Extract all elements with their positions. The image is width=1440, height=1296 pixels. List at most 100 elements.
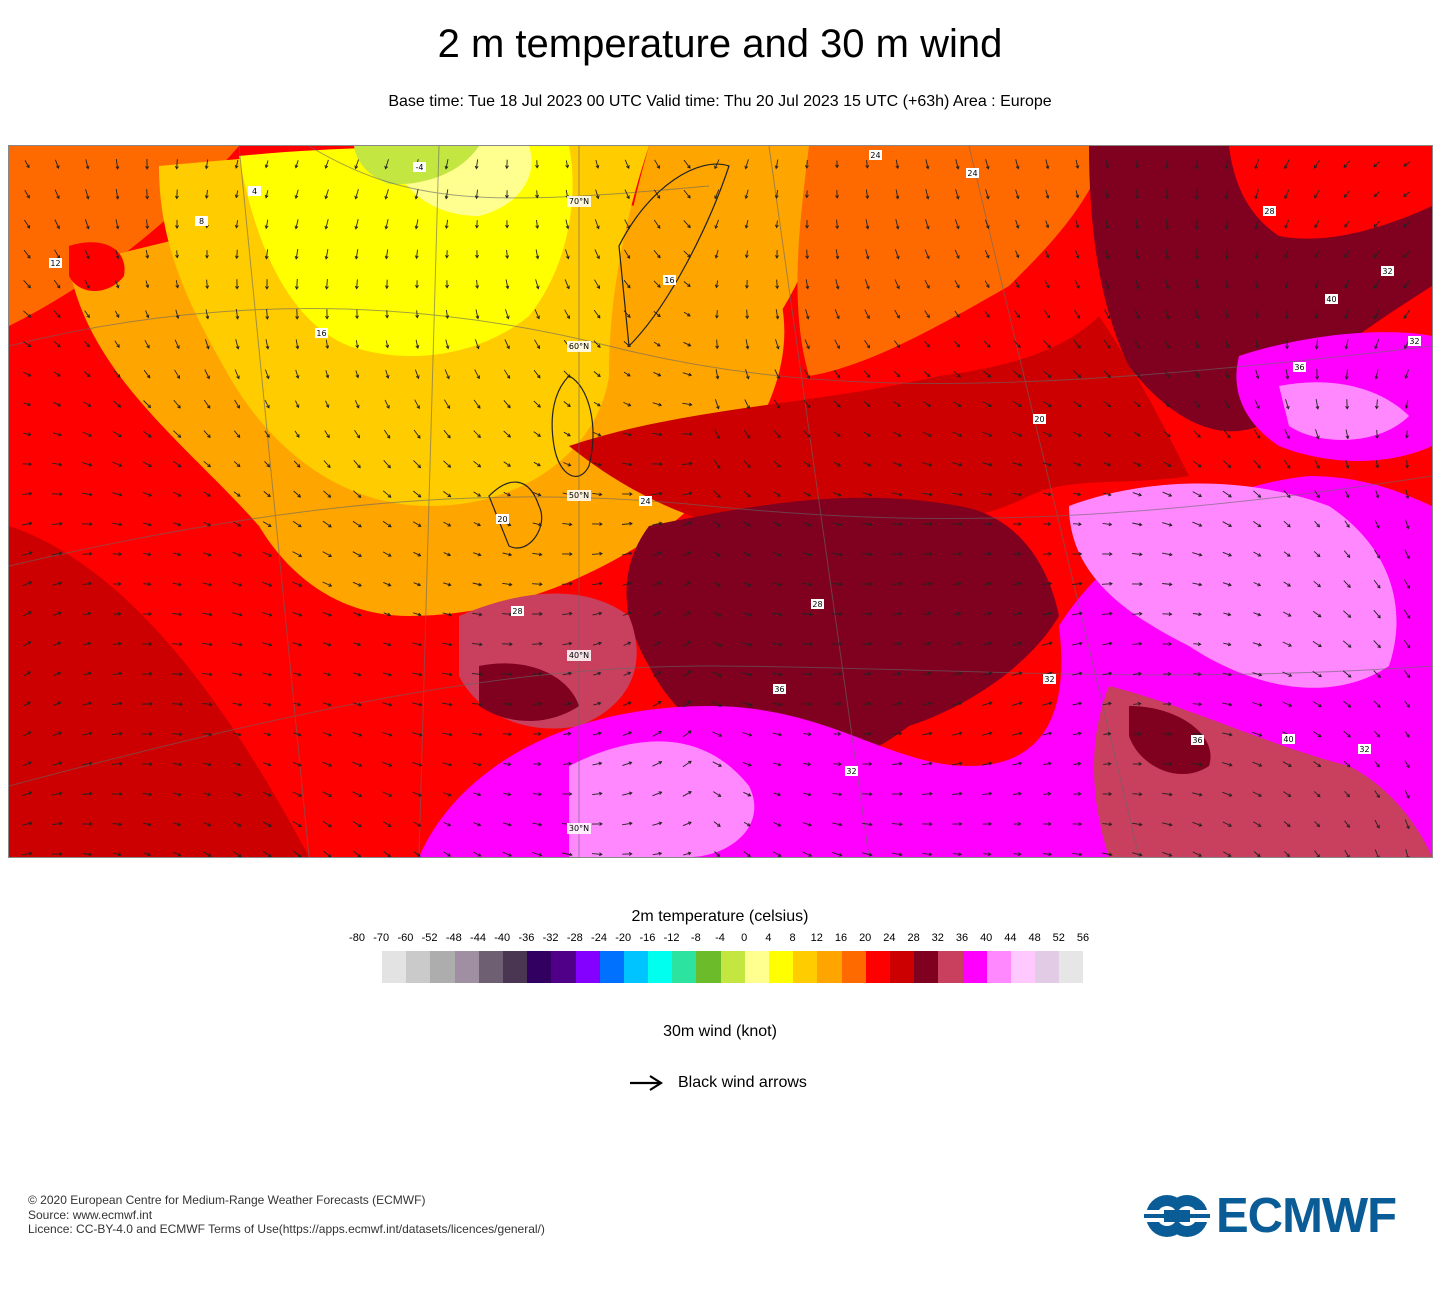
wind-arrow — [202, 672, 212, 676]
wind-arrow-head — [509, 642, 513, 647]
wind-arrow — [982, 672, 992, 676]
wind-arrow — [203, 491, 211, 497]
wind-arrow-head — [567, 432, 571, 437]
wind-arrow-head — [1075, 165, 1080, 169]
wind-arrow — [473, 552, 481, 556]
wind-arrow-head — [177, 522, 182, 527]
wind-arrow-head — [88, 761, 93, 766]
wind-arrow — [652, 822, 662, 826]
wind-arrow — [952, 642, 962, 646]
wind-arrow-head — [474, 195, 479, 200]
wind-arrow — [355, 159, 359, 169]
wind-arrow-head — [866, 285, 870, 290]
wind-arrow — [653, 341, 661, 347]
contour-label: -4 — [416, 163, 424, 172]
wind-arrow-head — [148, 493, 153, 497]
wind-arrow — [1105, 219, 1109, 229]
wind-arrow — [1285, 280, 1289, 288]
wind-arrow-head — [1375, 435, 1380, 439]
wind-arrow-head — [447, 822, 452, 827]
wind-arrow-head — [538, 792, 543, 797]
wind-arrow — [1373, 250, 1381, 258]
wind-arrow — [443, 821, 451, 827]
wind-arrow-head — [388, 793, 393, 797]
wind-arrow-head — [1317, 763, 1322, 768]
legend-title: 2m temperature (celsius) — [631, 908, 809, 925]
wind-arrow-head — [1015, 224, 1020, 229]
wind-arrow — [982, 492, 992, 496]
colorbar-swatch — [648, 951, 673, 983]
wind-arrow-head — [1256, 435, 1261, 439]
wind-arrow-head — [535, 285, 540, 290]
wind-arrow — [922, 732, 932, 736]
wind-arrow — [1193, 673, 1201, 675]
wind-arrow-head — [535, 164, 539, 169]
wind-arrow — [202, 552, 212, 556]
wind-arrow-head — [628, 581, 633, 586]
wind-arrow — [562, 672, 572, 676]
wind-arrow — [115, 189, 119, 199]
wind-arrow — [234, 399, 240, 409]
wind-arrow — [1192, 821, 1202, 827]
wind-arrow-head — [1047, 374, 1052, 378]
wind-arrow — [682, 730, 692, 738]
wind-arrow-head — [118, 822, 123, 827]
wind-arrow — [805, 279, 809, 289]
wind-arrow-head — [205, 255, 209, 259]
wind-arrow — [443, 521, 451, 527]
wind-arrow-head — [1258, 763, 1263, 767]
wind-arrow-head — [925, 225, 930, 230]
wind-arrow — [292, 520, 302, 528]
wind-arrow-head — [1107, 403, 1112, 408]
wind-arrow — [683, 852, 691, 856]
contour-label: 16 — [316, 329, 326, 338]
wind-arrow-head — [268, 642, 273, 647]
wind-arrow — [832, 822, 842, 826]
wind-arrow-head — [207, 792, 212, 797]
wind-arrow-head — [928, 462, 933, 467]
wind-arrow — [1163, 431, 1171, 437]
wind-arrow-head — [178, 582, 182, 587]
wind-arrow — [265, 339, 269, 349]
wind-arrow-head — [57, 402, 62, 407]
wind-arrow — [683, 250, 691, 258]
wind-arrow — [1045, 159, 1049, 169]
wind-arrow-head — [988, 522, 993, 526]
wind-arrow-head — [1166, 315, 1170, 320]
wind-arrow — [833, 400, 841, 408]
wind-arrow-head — [1377, 674, 1381, 679]
wind-arrow — [982, 792, 992, 796]
wind-arrow — [652, 402, 662, 406]
wind-arrow — [1102, 642, 1112, 646]
wind-arrow — [294, 400, 300, 408]
wind-arrow — [22, 493, 32, 495]
wind-arrow — [1373, 700, 1381, 708]
wind-arrow-head — [1406, 615, 1411, 619]
wind-arrow — [353, 612, 361, 616]
wind-arrow — [232, 612, 242, 616]
wind-arrow — [1133, 401, 1141, 407]
wind-arrow — [922, 583, 932, 585]
wind-arrow-head — [88, 701, 93, 706]
wind-arrow-head — [718, 703, 723, 707]
wind-arrow — [1164, 370, 1170, 378]
wind-arrow — [1074, 309, 1080, 319]
wind-arrow — [23, 641, 31, 647]
wind-arrow-head — [1078, 731, 1082, 736]
wind-arrow-head — [475, 285, 480, 289]
wind-arrow — [652, 522, 662, 526]
wind-arrow-head — [1107, 731, 1112, 736]
wind-arrow-head — [777, 493, 781, 497]
wind-arrow-head — [838, 762, 842, 766]
wind-arrow-head — [628, 432, 633, 437]
wind-arrow-head — [27, 254, 31, 259]
wind-arrow-head — [505, 224, 509, 229]
wind-arrow — [53, 672, 61, 676]
wind-arrow — [53, 310, 61, 318]
wind-arrow-head — [206, 405, 211, 409]
wind-arrow — [954, 310, 960, 318]
wind-arrow — [322, 850, 332, 857]
wind-arrow-head — [1376, 763, 1380, 768]
wind-arrow-head — [956, 255, 960, 259]
colorbar-swatch — [865, 951, 890, 983]
